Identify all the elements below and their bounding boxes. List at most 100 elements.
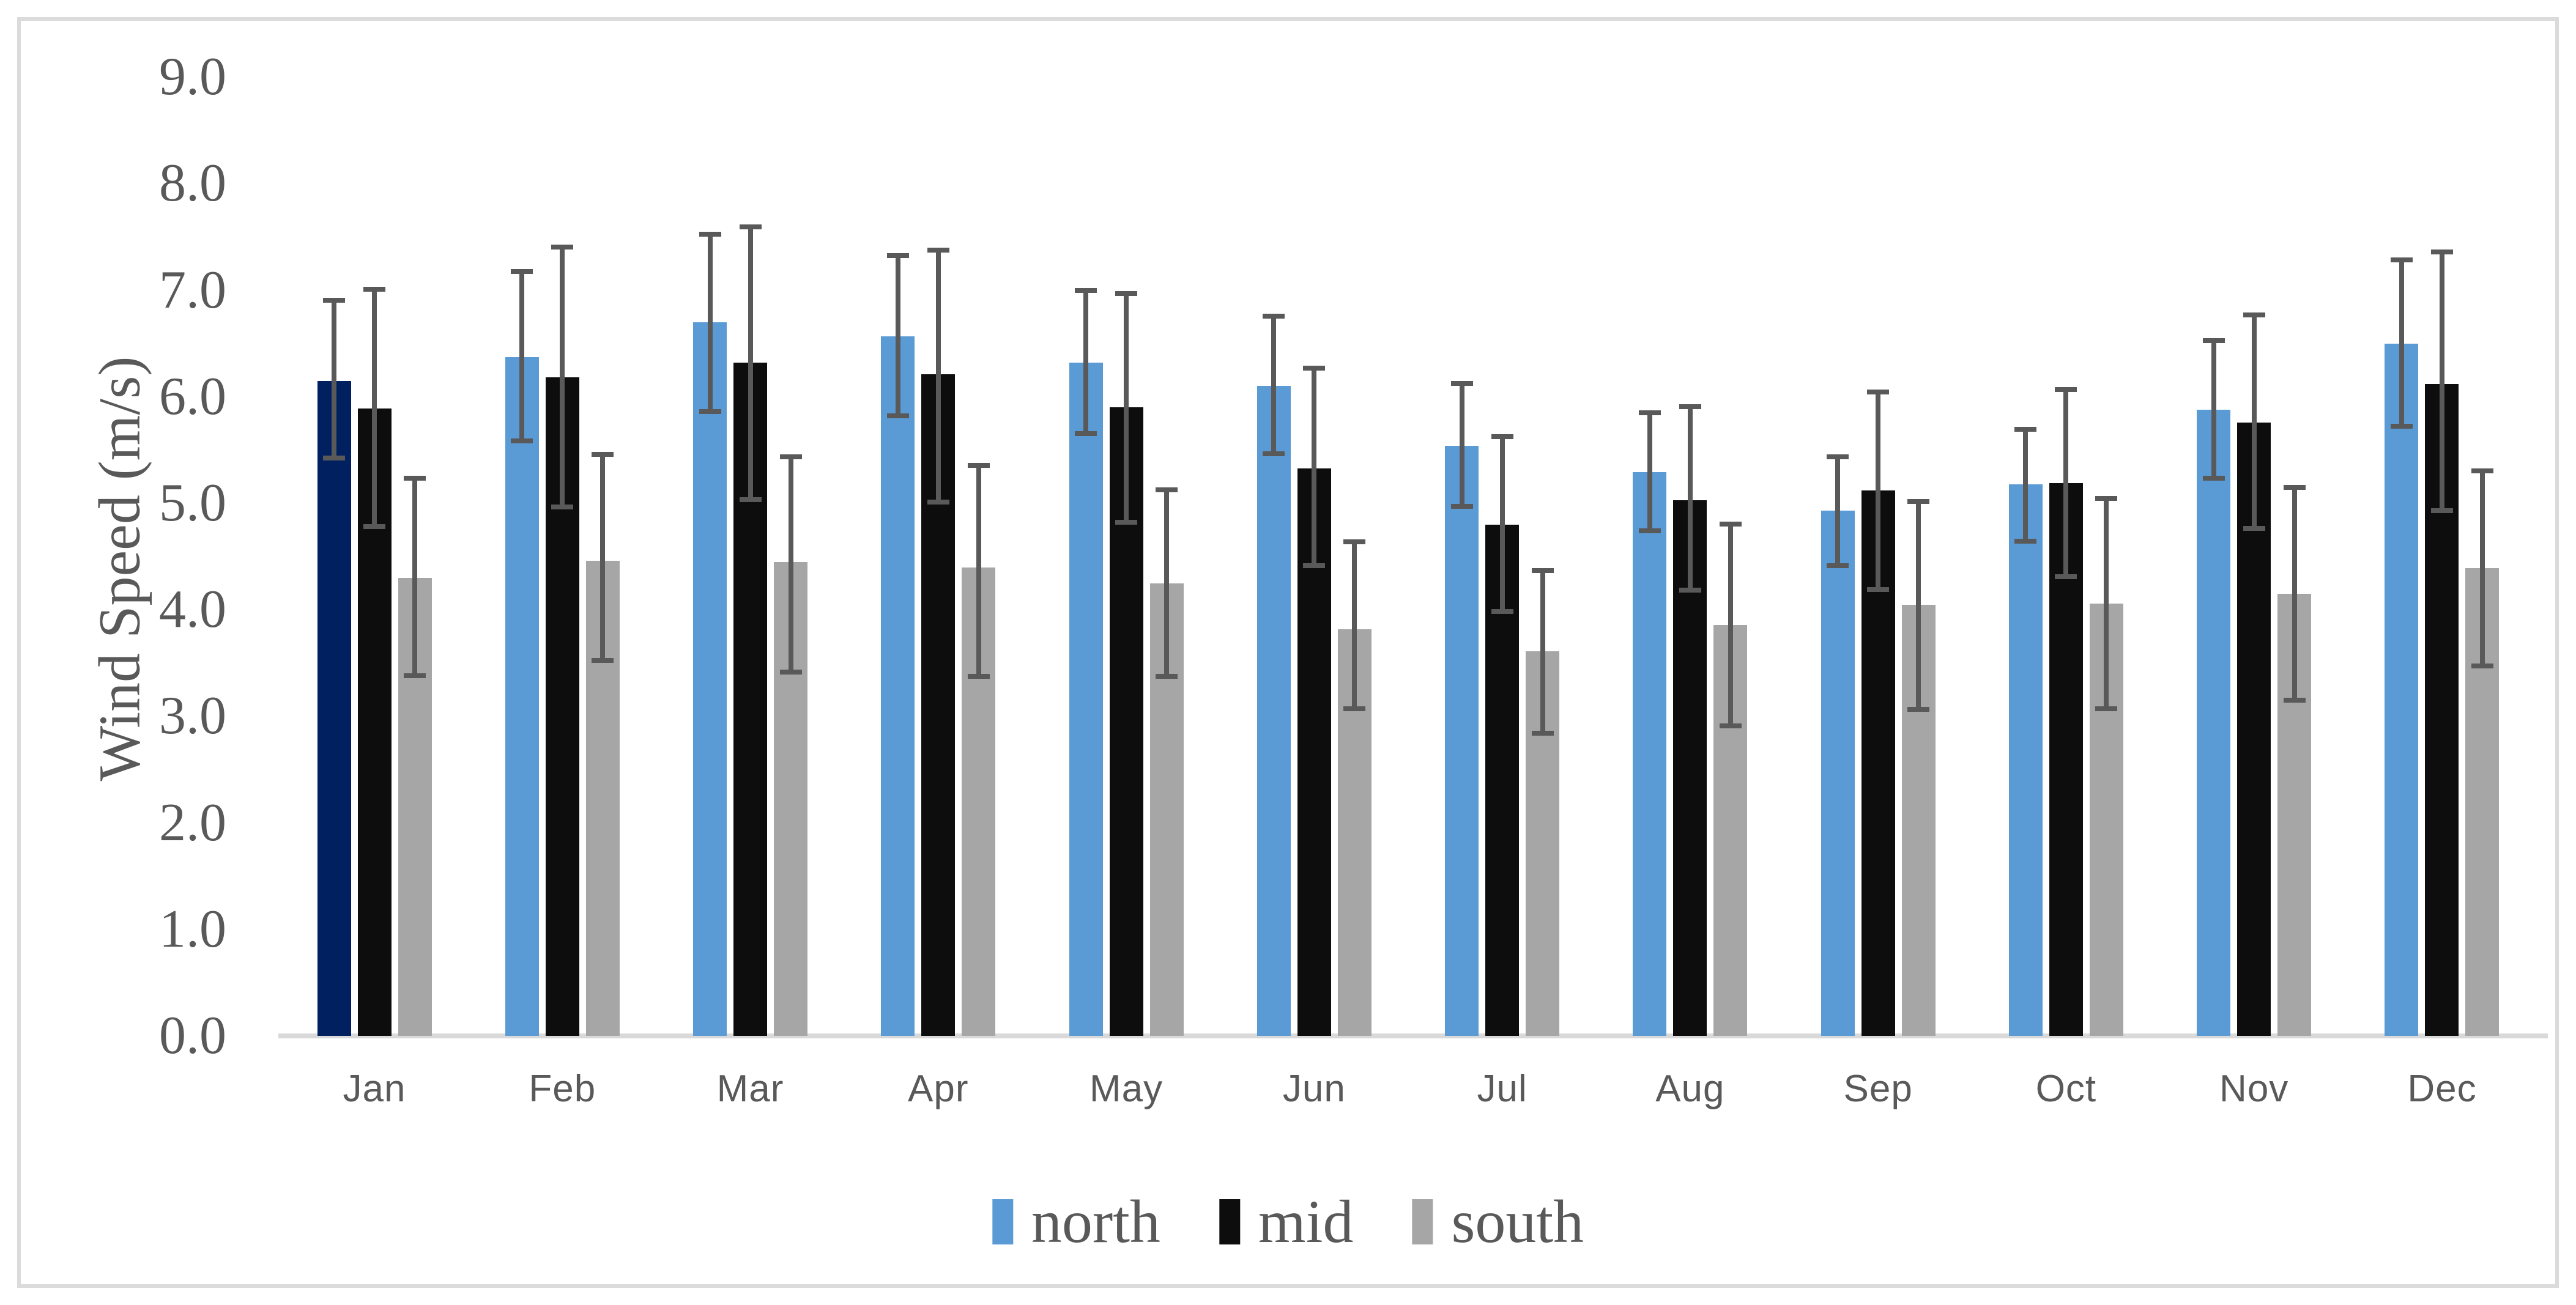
bar-north-oct xyxy=(2008,484,2043,1036)
error-cap-top-mid-aug xyxy=(1679,404,1701,409)
y-tick-label: 5.0 xyxy=(159,473,226,533)
error-cap-top-south-jan xyxy=(404,475,426,481)
error-cap-bottom-south-may xyxy=(1156,674,1178,679)
error-cap-top-north-apr xyxy=(886,253,909,258)
bar-north-apr xyxy=(881,336,915,1036)
error-bar-south-dec xyxy=(2479,468,2485,668)
error-bar-mid-aug xyxy=(1687,404,1693,593)
month-label-nov: Nov xyxy=(2219,1068,2289,1110)
error-cap-top-mid-apr xyxy=(927,247,949,253)
error-cap-top-north-jul xyxy=(1450,380,1473,386)
error-bar-north-oct xyxy=(2023,426,2029,544)
bar-north-may xyxy=(1069,363,1103,1036)
error-cap-bottom-north-aug xyxy=(1638,528,1661,533)
legend-label-north: north xyxy=(1031,1188,1160,1255)
error-cap-bottom-north-apr xyxy=(886,413,909,418)
error-cap-bottom-mid-jun xyxy=(1303,563,1326,569)
error-cap-bottom-north-jun xyxy=(1263,451,1285,457)
error-bar-south-may xyxy=(1164,487,1170,679)
error-cap-bottom-mid-jul xyxy=(1491,609,1513,615)
legend: north mid south xyxy=(992,1191,1584,1252)
error-cap-bottom-south-jun xyxy=(1343,706,1366,711)
error-cap-top-mid-mar xyxy=(739,224,762,229)
error-cap-bottom-south-sep xyxy=(1907,707,1930,712)
error-cap-bottom-mid-aug xyxy=(1679,588,1701,593)
error-bar-south-sep xyxy=(1916,499,1921,712)
legend-item-north: north xyxy=(992,1191,1160,1252)
month-label-jun: Jun xyxy=(1282,1068,1346,1110)
error-bar-north-sep xyxy=(1835,454,1841,569)
bar-north-jun xyxy=(1256,386,1291,1036)
legend-swatch-mid xyxy=(1219,1199,1240,1244)
error-cap-bottom-mid-sep xyxy=(1867,586,1890,592)
error-bar-north-aug xyxy=(1647,410,1652,533)
error-cap-top-north-jun xyxy=(1263,313,1285,319)
error-bar-north-mar xyxy=(707,231,713,414)
error-bar-mid-jan xyxy=(372,287,377,529)
error-cap-top-south-oct xyxy=(2095,495,2118,501)
error-bar-mid-dec xyxy=(2439,250,2444,513)
error-cap-bottom-mid-dec xyxy=(2430,508,2453,513)
error-bar-north-nov xyxy=(2211,338,2216,481)
error-cap-top-south-jun xyxy=(1343,539,1366,545)
error-bar-mid-feb xyxy=(560,244,565,510)
error-cap-top-mid-jan xyxy=(363,287,385,292)
error-bar-south-apr xyxy=(976,462,981,679)
error-bar-mid-nov xyxy=(2251,312,2257,531)
error-cap-bottom-south-mar xyxy=(779,670,802,675)
error-cap-bottom-mid-nov xyxy=(2243,526,2265,531)
error-cap-bottom-south-apr xyxy=(967,674,990,679)
error-cap-bottom-mid-feb xyxy=(551,505,574,510)
error-cap-bottom-north-oct xyxy=(2014,539,2037,544)
error-cap-bottom-south-feb xyxy=(592,658,614,664)
error-cap-bottom-north-mar xyxy=(699,409,721,414)
bar-north-nov xyxy=(2197,409,2231,1036)
y-tick-label: 6.0 xyxy=(159,366,226,426)
x-axis-line xyxy=(278,1033,2548,1038)
error-cap-top-south-apr xyxy=(967,462,990,468)
error-bar-south-feb xyxy=(600,452,606,664)
bar-north-feb xyxy=(505,357,539,1036)
month-label-apr: Apr xyxy=(908,1068,969,1110)
bar-north-jul xyxy=(1445,445,1479,1036)
error-cap-top-mid-feb xyxy=(551,244,574,250)
error-cap-top-south-may xyxy=(1156,487,1178,492)
error-bar-mid-may xyxy=(1124,291,1129,525)
error-bar-mid-jul xyxy=(1499,434,1505,615)
month-label-jul: Jul xyxy=(1477,1068,1527,1110)
error-cap-bottom-north-nov xyxy=(2202,476,2225,481)
error-bar-north-jun xyxy=(1271,313,1277,457)
error-cap-bottom-mid-oct xyxy=(2055,574,2077,579)
error-bar-north-jan xyxy=(332,297,336,461)
error-cap-bottom-south-aug xyxy=(1719,723,1742,728)
error-cap-top-south-mar xyxy=(779,454,802,459)
error-bar-south-jan xyxy=(412,475,417,678)
error-bar-south-oct xyxy=(2104,495,2109,711)
error-cap-bottom-south-dec xyxy=(2471,664,2493,668)
error-cap-top-south-nov xyxy=(2283,485,2306,490)
month-label-feb: Feb xyxy=(529,1068,596,1110)
bar-north-sep xyxy=(1821,511,1855,1036)
error-cap-top-south-sep xyxy=(1907,499,1930,505)
legend-item-south: south xyxy=(1412,1191,1584,1252)
error-cap-top-north-sep xyxy=(1827,454,1849,459)
error-cap-top-mid-oct xyxy=(2055,387,2077,393)
error-cap-bottom-mid-jan xyxy=(363,523,385,529)
error-bar-south-nov xyxy=(2292,485,2297,703)
y-tick-label: 1.0 xyxy=(159,899,226,959)
error-cap-bottom-south-oct xyxy=(2095,706,2118,711)
error-cap-bottom-south-nov xyxy=(2283,697,2306,703)
error-cap-top-mid-dec xyxy=(2430,250,2453,255)
error-bar-south-jun xyxy=(1352,539,1357,711)
error-bar-north-apr xyxy=(895,253,900,418)
error-bar-north-may xyxy=(1083,288,1089,437)
error-bar-north-feb xyxy=(519,268,525,444)
error-cap-top-mid-may xyxy=(1115,291,1138,297)
month-label-sep: Sep xyxy=(1843,1068,1913,1110)
y-tick-label: 4.0 xyxy=(159,580,226,640)
y-tick-label: 9.0 xyxy=(159,47,226,107)
error-cap-top-mid-jun xyxy=(1303,366,1326,371)
month-label-may: May xyxy=(1089,1068,1164,1110)
error-cap-bottom-north-jan xyxy=(323,456,345,461)
